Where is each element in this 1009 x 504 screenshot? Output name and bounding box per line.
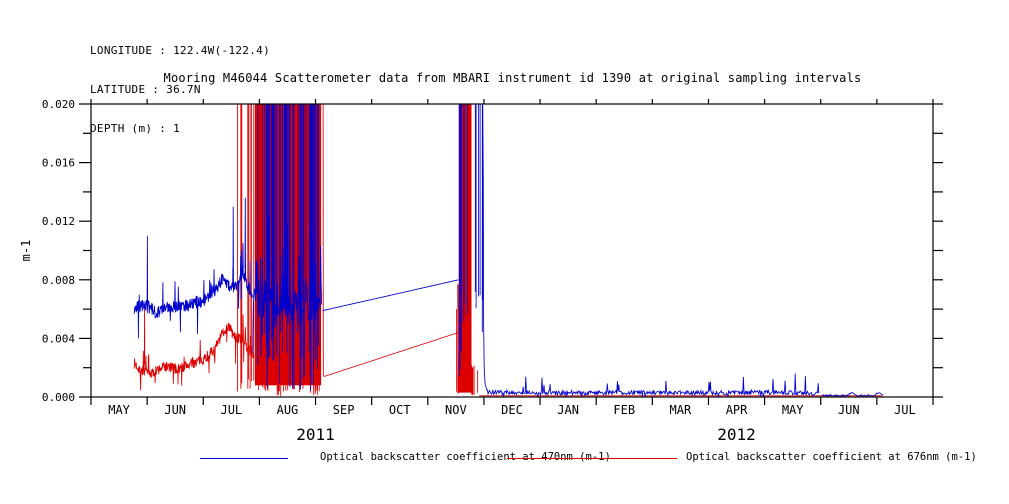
x-month-label: MAY: [782, 403, 804, 417]
x-month-label: MAR: [670, 403, 692, 417]
y-tick-label: 0.008: [42, 274, 75, 287]
x-month-label: JUN: [164, 403, 186, 417]
x-month-label: NOV: [445, 403, 467, 417]
legend-label-470nm: Optical backscatter coefficient at 470nm…: [320, 451, 611, 463]
y-tick-label: 0.000: [42, 391, 75, 404]
legend-line-470nm: [200, 458, 288, 459]
axes: [79, 99, 943, 405]
series-470nm: [133, 104, 884, 397]
series-676nm: [133, 104, 883, 397]
x-month-label: JUL: [894, 403, 916, 417]
y-axis-title: m-1: [19, 240, 33, 262]
x-month-label: JUN: [838, 403, 860, 417]
y-tick-label: 0.016: [42, 157, 75, 170]
axis-labels: 0.000 0.004 0.008 0.012 0.016 0.020 MAY JUN JUL A…: [19, 98, 916, 444]
depth-label: DEPTH (m) : 1: [90, 122, 180, 135]
legend-label-676nm: Optical backscatter coefficient at 676nm…: [686, 451, 977, 463]
x-year-label: 2012: [717, 425, 756, 444]
metadata-block: LONGITUDE : 122.4W(-122.4) LATITUDE : 36…: [90, 18, 270, 161]
y-tick-label: 0.012: [42, 215, 75, 228]
x-month-label: SEP: [333, 403, 355, 417]
latitude-label: LATITUDE : 36.7N: [90, 83, 201, 96]
legend-line-676nm: [507, 458, 677, 459]
x-month-label: JUL: [220, 403, 242, 417]
x-month-label: AUG: [277, 403, 299, 417]
x-month-label: FEB: [613, 403, 635, 417]
y-tick-label: 0.004: [42, 332, 75, 345]
y-tick-label: 0.020: [42, 98, 75, 111]
x-month-label: OCT: [389, 403, 411, 417]
x-month-label: DEC: [501, 403, 523, 417]
x-month-label: APR: [726, 403, 748, 417]
chart-title: Mooring M46044 Scatterometer data from M…: [163, 71, 862, 85]
x-year-label: 2011: [296, 425, 335, 444]
longitude-label: LONGITUDE : 122.4W(-122.4): [90, 44, 270, 57]
x-month-label: JAN: [557, 403, 579, 417]
x-month-label: MAY: [108, 403, 130, 417]
